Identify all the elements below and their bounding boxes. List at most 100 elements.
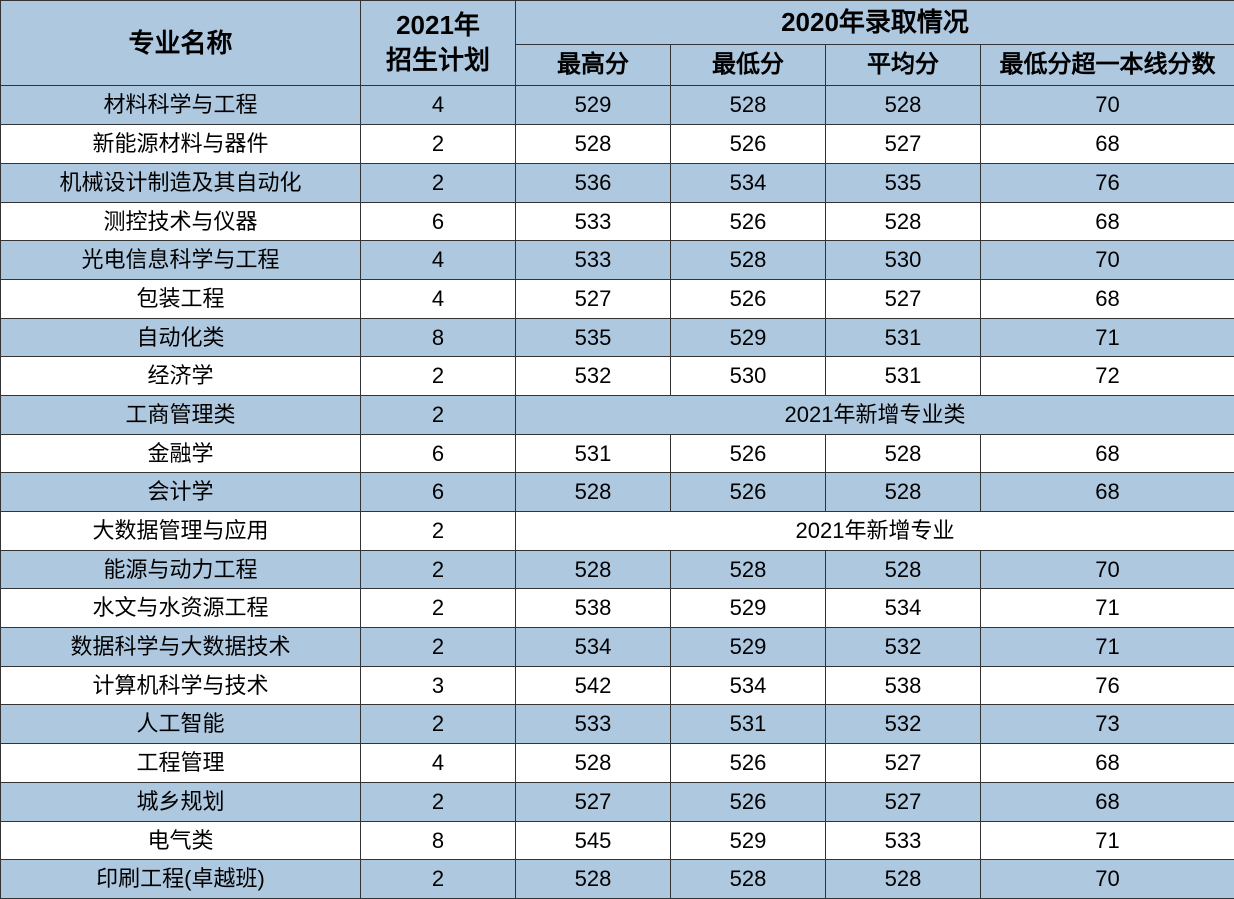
cell-major: 金融学: [1, 434, 361, 473]
cell-avg: 528: [826, 473, 981, 512]
cell-major: 人工智能: [1, 705, 361, 744]
cell-plan: 2: [361, 782, 516, 821]
cell-avg: 533: [826, 821, 981, 860]
cell-avg: 528: [826, 860, 981, 899]
cell-major: 测控技术与仪器: [1, 202, 361, 241]
cell-avg: 527: [826, 125, 981, 164]
cell-avg: 528: [826, 86, 981, 125]
cell-diff: 68: [981, 744, 1234, 783]
cell-min: 526: [671, 782, 826, 821]
table-row: 金融学653152652868: [1, 434, 1234, 473]
cell-avg: 531: [826, 357, 981, 396]
cell-major: 电气类: [1, 821, 361, 860]
cell-plan: 2: [361, 550, 516, 589]
cell-min: 526: [671, 744, 826, 783]
cell-major: 工商管理类: [1, 395, 361, 434]
cell-plan: 2: [361, 163, 516, 202]
col-header-avg: 平均分: [826, 45, 981, 86]
cell-avg: 527: [826, 744, 981, 783]
cell-diff: 71: [981, 628, 1234, 667]
cell-diff: 68: [981, 434, 1234, 473]
table-row: 计算机科学与技术354253453876: [1, 666, 1234, 705]
cell-min: 526: [671, 279, 826, 318]
cell-avg: 531: [826, 318, 981, 357]
table-row: 数据科学与大数据技术253452953271: [1, 628, 1234, 667]
cell-diff: 68: [981, 279, 1234, 318]
cell-plan: 2: [361, 705, 516, 744]
cell-avg: 527: [826, 279, 981, 318]
cell-min: 528: [671, 241, 826, 280]
cell-plan: 6: [361, 202, 516, 241]
col-header-max: 最高分: [516, 45, 671, 86]
table-row: 城乡规划252752652768: [1, 782, 1234, 821]
cell-max: 533: [516, 202, 671, 241]
cell-avg: 532: [826, 628, 981, 667]
cell-max: 527: [516, 279, 671, 318]
cell-diff: 70: [981, 241, 1234, 280]
cell-plan: 4: [361, 241, 516, 280]
cell-min: 531: [671, 705, 826, 744]
table-row: 工商管理类22021年新增专业类: [1, 395, 1234, 434]
cell-min: 529: [671, 318, 826, 357]
cell-diff: 70: [981, 86, 1234, 125]
table-body: 材料科学与工程452952852870新能源材料与器件252852652768机…: [1, 86, 1234, 898]
cell-major: 自动化类: [1, 318, 361, 357]
cell-plan: 8: [361, 318, 516, 357]
cell-min: 528: [671, 86, 826, 125]
table-row: 经济学253253053172: [1, 357, 1234, 396]
cell-major: 印刷工程(卓越班): [1, 860, 361, 899]
cell-avg: 528: [826, 434, 981, 473]
cell-diff: 76: [981, 666, 1234, 705]
table-row: 机械设计制造及其自动化253653453576: [1, 163, 1234, 202]
table-row: 能源与动力工程252852852870: [1, 550, 1234, 589]
cell-avg: 528: [826, 550, 981, 589]
cell-max: 528: [516, 550, 671, 589]
table-row: 工程管理452852652768: [1, 744, 1234, 783]
cell-plan: 8: [361, 821, 516, 860]
cell-min: 534: [671, 666, 826, 705]
cell-max: 528: [516, 473, 671, 512]
cell-plan: 4: [361, 744, 516, 783]
cell-diff: 70: [981, 860, 1234, 899]
cell-max: 536: [516, 163, 671, 202]
cell-diff: 71: [981, 821, 1234, 860]
table-row: 材料科学与工程452952852870: [1, 86, 1234, 125]
cell-avg: 528: [826, 202, 981, 241]
cell-new-major-note: 2021年新增专业: [516, 512, 1234, 551]
col-header-major: 专业名称: [1, 1, 361, 86]
cell-max: 533: [516, 705, 671, 744]
cell-plan: 2: [361, 512, 516, 551]
cell-plan: 2: [361, 125, 516, 164]
cell-min: 526: [671, 473, 826, 512]
table-row: 电气类854552953371: [1, 821, 1234, 860]
cell-major: 光电信息科学与工程: [1, 241, 361, 280]
cell-plan: 3: [361, 666, 516, 705]
cell-avg: 527: [826, 782, 981, 821]
cell-min: 528: [671, 860, 826, 899]
cell-plan: 4: [361, 279, 516, 318]
cell-major: 新能源材料与器件: [1, 125, 361, 164]
table-row: 新能源材料与器件252852652768: [1, 125, 1234, 164]
cell-plan: 6: [361, 473, 516, 512]
cell-major: 能源与动力工程: [1, 550, 361, 589]
cell-new-major-note: 2021年新增专业类: [516, 395, 1234, 434]
cell-diff: 71: [981, 589, 1234, 628]
col-header-min: 最低分: [671, 45, 826, 86]
cell-diff: 76: [981, 163, 1234, 202]
cell-max: 528: [516, 860, 671, 899]
cell-min: 529: [671, 589, 826, 628]
table-row: 自动化类853552953171: [1, 318, 1234, 357]
cell-max: 545: [516, 821, 671, 860]
cell-max: 528: [516, 125, 671, 164]
cell-diff: 68: [981, 125, 1234, 164]
table-row: 大数据管理与应用22021年新增专业: [1, 512, 1234, 551]
cell-major: 工程管理: [1, 744, 361, 783]
cell-min: 528: [671, 550, 826, 589]
table-row: 人工智能253353153273: [1, 705, 1234, 744]
cell-major: 计算机科学与技术: [1, 666, 361, 705]
cell-min: 534: [671, 163, 826, 202]
cell-diff: 68: [981, 202, 1234, 241]
table-row: 水文与水资源工程253852953471: [1, 589, 1234, 628]
cell-avg: 535: [826, 163, 981, 202]
cell-plan: 6: [361, 434, 516, 473]
